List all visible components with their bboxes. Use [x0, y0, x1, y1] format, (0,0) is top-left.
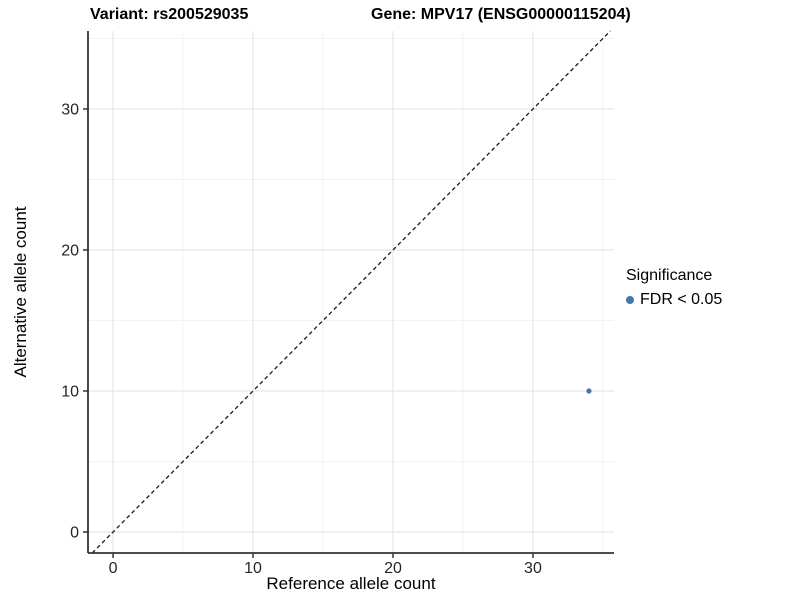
x-tick-label: 10 — [244, 560, 262, 577]
legend-item: FDR < 0.05 — [626, 291, 722, 309]
legend-item-label: FDR < 0.05 — [640, 291, 723, 308]
identity-dashed-line — [91, 30, 611, 554]
y-tick-label: 10 — [61, 383, 79, 400]
y-tick-label: 20 — [61, 242, 79, 259]
x-tick-label: 20 — [384, 560, 402, 577]
x-axis-title: Reference allele count — [266, 574, 436, 593]
plot-title-gene: Gene: MPV17 (ENSG00000115204) — [371, 6, 631, 23]
plot-title-variant: Variant: rs200529035 — [90, 6, 249, 23]
x-tick-label: 0 — [109, 560, 118, 577]
y-axis-title: Alternative allele count — [11, 206, 30, 378]
x-tick-label: 30 — [524, 560, 542, 577]
y-tick-label: 30 — [61, 101, 79, 118]
legend: Significance FDR < 0.05 — [626, 267, 722, 309]
legend-title: Significance — [626, 267, 713, 284]
y-tick-label: 0 — [70, 524, 79, 541]
data-point — [586, 388, 592, 394]
legend-point-icon — [626, 296, 634, 304]
